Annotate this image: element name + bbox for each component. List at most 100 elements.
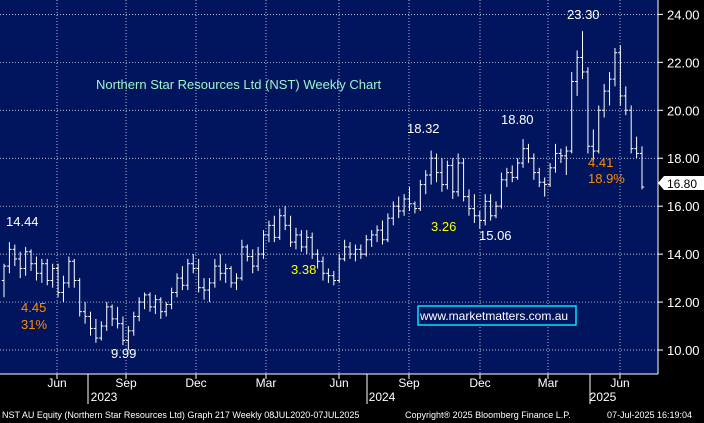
ohlc-bar: [396, 196, 401, 219]
ohlc-bar: [428, 150, 434, 185]
ohlc-bar: [531, 153, 537, 180]
ohlc-bar: [483, 194, 488, 226]
chart-title: Northern Star Resources Ltd (NST) Weekly…: [96, 77, 382, 92]
x-tick-label: Mar: [256, 376, 277, 390]
ohlc-bar: [309, 232, 315, 259]
price-chart: 10.00 12.00 14.00 16.00 18.00 20.00 22.00 24.00…: [0, 0, 704, 404]
grid-lines: [0, 0, 658, 374]
ohlc-bar: [66, 256, 72, 288]
ohlc-bar: [255, 246, 261, 271]
ohlc-bar: [580, 31, 585, 80]
ohlc-bar: [34, 256, 39, 281]
ohlc-bar: [174, 273, 180, 298]
annotation-label: 18.80: [501, 112, 534, 127]
ohlc-bar: [28, 249, 34, 271]
ohlc-bar: [82, 302, 88, 324]
ohlc-bar: [288, 215, 293, 247]
ohlc-bar: [342, 239, 347, 262]
ohlc-bar: [364, 234, 369, 257]
ohlc-bar: [558, 148, 564, 164]
ohlc-bar: [412, 201, 418, 214]
ohlc-bar: [196, 258, 201, 293]
ohlc-bar: [245, 244, 250, 262]
ohlc-bar: [261, 230, 266, 259]
ohlc-bar: [207, 278, 212, 303]
ohlc-bar: [618, 45, 623, 106]
ohlc-bar: [1, 263, 7, 298]
ohlc-bar: [374, 225, 380, 243]
ohlc-bar: [39, 258, 45, 283]
ohlc-bar: [88, 311, 93, 336]
ohlc-bar: [315, 249, 320, 269]
ohlc-bar: [623, 86, 628, 116]
ohlc-bar: [385, 213, 391, 243]
year-label: 2023: [91, 390, 118, 404]
x-tick-label: Jun: [610, 376, 629, 390]
ohlc-bar: [504, 167, 510, 187]
last-price-marker: 16.80: [658, 176, 704, 191]
annotation-label: 14.44: [6, 214, 39, 229]
ohlc-bar: [266, 220, 272, 243]
y-tick-label: 20.00: [667, 103, 700, 118]
ohlc-bar: [50, 263, 55, 288]
x-tick-label: Dec: [185, 376, 206, 390]
annotation-label: 15.06: [479, 228, 512, 243]
y-tick-label: 22.00: [667, 55, 700, 70]
ohlc-bar: [542, 177, 547, 197]
footer-copyright: Copyright® 2025 Bloomberg Finance L.P.: [405, 410, 571, 420]
ohlc-bar: [191, 254, 196, 274]
ohlc-bar: [164, 302, 169, 317]
ohlc-bar: [564, 146, 569, 176]
annotation-label: 4.45: [21, 300, 46, 315]
ohlc-bar: [18, 251, 23, 279]
ohlc-bar: [488, 194, 493, 221]
ohlc-bar: [526, 143, 531, 164]
watermark-box: [417, 305, 577, 326]
x-tick-label: Dec: [469, 376, 490, 390]
ohlc-bar: [439, 158, 445, 192]
ohlc-bar: [477, 210, 482, 229]
ohlc-bar: [423, 170, 428, 195]
x-axis: Jun Sep Dec Mar Jun Sep Dec Mar Jun 2023 2024 2025: [0, 373, 658, 404]
ohlc-bar: [77, 278, 82, 317]
ohlc-bar: [99, 321, 104, 341]
ohlc-bar: [331, 270, 337, 286]
ohlc-bar: [104, 302, 109, 331]
ohlc-bar: [218, 254, 223, 281]
ohlc-bar: [158, 297, 163, 319]
ohlc-bar: [169, 287, 174, 310]
y-tick-label: 18.00: [667, 151, 700, 166]
ohlc-bar: [239, 239, 245, 281]
ohlc-bar: [520, 139, 526, 168]
ohlc-bar: [109, 304, 115, 327]
annotation-label: 18.32: [407, 121, 440, 136]
ohlc-bar: [12, 244, 18, 267]
annotation-label: 3.38: [291, 262, 316, 277]
ohlc-bar: [353, 244, 358, 262]
ohlc-bar: [418, 179, 423, 211]
ohlc-bar: [607, 71, 612, 106]
y-tick-label: 10.00: [667, 343, 700, 358]
ohlc-bar: [293, 227, 299, 250]
ohlc-bar: [574, 50, 580, 96]
ohlc-bar: [499, 172, 504, 209]
ohlc-bar: [369, 230, 374, 247]
ohlc-bar: [23, 246, 28, 276]
ohlc-bar: [553, 143, 558, 173]
last-price-label: 16.80: [667, 177, 697, 191]
ohlc-bar: [299, 230, 304, 252]
ohlc-bar: [120, 316, 126, 346]
y-tick-label: 16.00: [667, 199, 700, 214]
ohlc-bar: [493, 201, 499, 219]
ohlc-bar: [596, 105, 601, 154]
ohlc-bar: [153, 294, 158, 315]
ohlc-bar: [45, 258, 50, 286]
year-label: 2025: [590, 390, 617, 404]
ohlc-bar: [601, 83, 607, 118]
ohlc-bar: [304, 230, 309, 255]
ohlc-bar: [180, 266, 185, 291]
y-tick-label: 24.00: [667, 7, 700, 22]
ohlc-bar: [407, 187, 412, 211]
ohlc-bar: [401, 194, 407, 216]
ohlc-bar: [126, 326, 131, 351]
